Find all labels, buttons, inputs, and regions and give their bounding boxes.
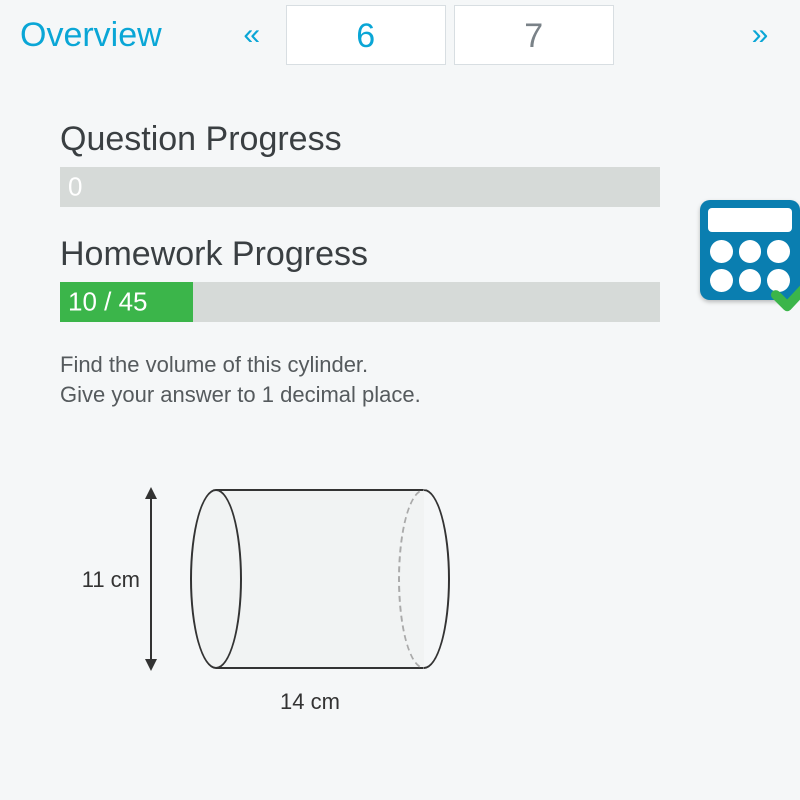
calculator-button[interactable]: [700, 200, 800, 310]
check-icon: [770, 270, 800, 316]
cylinder-figure: 11 cm 14 cm: [140, 489, 540, 719]
diameter-label: 11 cm: [80, 567, 140, 593]
diameter-arrow: [150, 489, 152, 669]
question-text: Find the volume of this cylinder. Give y…: [60, 350, 760, 409]
page-number-7[interactable]: 7: [454, 5, 614, 65]
homework-progress-label: 10 / 45: [68, 287, 148, 318]
cylinder-shape: [190, 489, 450, 669]
prev-page-button[interactable]: «: [222, 18, 282, 52]
page-number-6[interactable]: 6: [286, 5, 446, 65]
next-page-button[interactable]: »: [740, 18, 780, 52]
top-nav: Overview « 6 7 »: [0, 0, 800, 70]
content-area: Question Progress 0 Homework Progress 10…: [0, 70, 800, 719]
length-label: 14 cm: [280, 689, 340, 715]
homework-progress-bar: 10 / 45: [60, 282, 660, 322]
question-progress-bar: 0: [60, 167, 660, 207]
question-progress-title: Question Progress: [60, 120, 760, 159]
question-line-2: Give your answer to 1 decimal place.: [60, 382, 421, 407]
overview-link[interactable]: Overview: [20, 16, 162, 55]
homework-progress-title: Homework Progress: [60, 235, 760, 274]
question-line-1: Find the volume of this cylinder.: [60, 352, 368, 377]
question-progress-label: 0: [68, 172, 82, 203]
